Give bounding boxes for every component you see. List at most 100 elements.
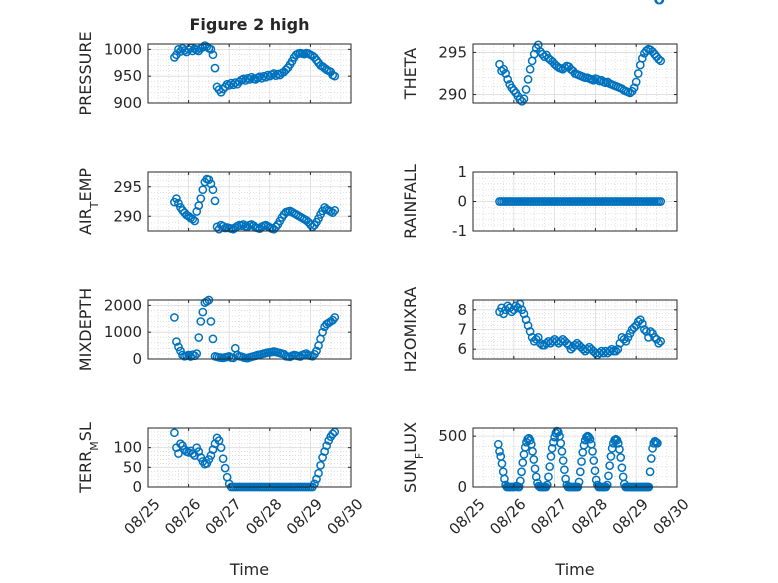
data-point xyxy=(589,456,599,465)
data-point xyxy=(495,447,504,456)
y-tick-label: 500 xyxy=(438,427,467,445)
data-point xyxy=(646,327,655,336)
data-point xyxy=(560,465,569,475)
data-series-h2omixra xyxy=(495,299,666,360)
data-point xyxy=(650,333,659,342)
y-tick-label: 8 xyxy=(457,301,467,319)
data-point xyxy=(212,222,222,232)
y-tick-label: 295 xyxy=(438,43,467,61)
data-point xyxy=(316,461,325,470)
data-point xyxy=(170,313,179,322)
subplot-theta: 290 295 THETA xyxy=(401,40,678,106)
data-point xyxy=(208,334,218,344)
subplot-air_temp: 290 295 AIRTEMP xyxy=(76,168,352,235)
data-point xyxy=(619,334,629,344)
subplot-rainfall: -1 0 1 RAINFALL xyxy=(401,163,678,240)
y-axis-label: MIXDEPTH xyxy=(76,288,95,371)
data-point xyxy=(192,349,202,358)
data-point xyxy=(204,175,214,185)
data-point xyxy=(174,45,183,54)
data-point xyxy=(589,75,598,85)
subplot-h2omixra: 67 8 H2OMIXRA xyxy=(401,287,678,373)
y-axis-label: RAINFALL xyxy=(401,164,420,239)
y-tick-label: 0 xyxy=(132,478,142,496)
data-point xyxy=(318,327,327,337)
data-point xyxy=(604,471,613,481)
y-tick-label: 1000 xyxy=(104,323,142,341)
data-point xyxy=(544,472,553,482)
data-point xyxy=(198,307,208,317)
figure-title: Figure 2 high xyxy=(190,15,310,34)
data-point xyxy=(314,468,323,478)
data-point xyxy=(314,214,323,223)
axes-box xyxy=(147,427,352,488)
data-point xyxy=(255,72,264,82)
data-point xyxy=(562,338,572,348)
data-point xyxy=(655,0,665,5)
y-tick-label: 6 xyxy=(457,340,467,358)
y-tick-label: 1 xyxy=(457,163,467,181)
data-point xyxy=(518,458,528,467)
data-point xyxy=(617,463,627,473)
y-tick-label: 290 xyxy=(113,207,142,225)
data-point xyxy=(633,69,643,78)
data-point xyxy=(653,438,662,448)
data-point xyxy=(194,333,204,342)
data-point xyxy=(226,78,236,88)
data-point xyxy=(574,477,584,487)
y-tick-label: 2000 xyxy=(104,296,142,314)
y-axis-label: H2OMIXRA xyxy=(401,287,420,373)
data-point xyxy=(245,75,254,84)
axes-box xyxy=(147,299,352,360)
data-point xyxy=(529,455,539,464)
data-point xyxy=(210,196,220,206)
data-point xyxy=(503,301,513,311)
data-point xyxy=(633,317,643,326)
data-point xyxy=(507,307,517,317)
y-tick-label: 100 xyxy=(113,439,142,457)
data-point xyxy=(528,447,537,456)
y-tick-label: 0 xyxy=(457,193,467,211)
data-point xyxy=(216,443,226,453)
data-point xyxy=(650,436,660,446)
data-point xyxy=(500,474,509,484)
data-point xyxy=(517,467,526,477)
data-point xyxy=(642,46,651,56)
data-point xyxy=(525,435,535,445)
data-point xyxy=(330,206,340,215)
data-point xyxy=(188,214,198,224)
data-point xyxy=(558,456,568,465)
data-point xyxy=(656,336,666,346)
data-series-terr_msl xyxy=(170,427,340,492)
data-point xyxy=(525,64,535,74)
data-point xyxy=(206,45,216,54)
axes-box xyxy=(472,427,678,488)
data-point xyxy=(646,454,656,463)
data-point xyxy=(188,46,198,56)
data-point xyxy=(220,463,230,473)
data-point xyxy=(629,323,639,332)
y-tick-label: 950 xyxy=(113,67,142,85)
y-axis-label: AIRTEMP xyxy=(76,168,101,235)
data-point xyxy=(271,222,281,232)
data-point xyxy=(545,462,555,472)
y-tick-label: 0 xyxy=(457,478,467,496)
data-point xyxy=(535,338,545,348)
data-point xyxy=(328,429,338,439)
data-point xyxy=(615,445,624,454)
data-point xyxy=(269,69,279,78)
data-point xyxy=(308,351,317,361)
data-point xyxy=(198,185,208,195)
data-point xyxy=(585,434,595,444)
data-point xyxy=(196,317,206,326)
data-point xyxy=(605,461,615,470)
y-tick-label: -1 xyxy=(452,222,467,240)
data-point xyxy=(196,194,206,203)
data-point xyxy=(208,50,218,60)
data-series-theta xyxy=(495,40,666,106)
ticks: 290 295 xyxy=(438,43,678,104)
data-point xyxy=(654,338,663,348)
x-axis-label: Time xyxy=(229,560,269,579)
data-point xyxy=(503,75,513,84)
data-point xyxy=(645,467,655,477)
